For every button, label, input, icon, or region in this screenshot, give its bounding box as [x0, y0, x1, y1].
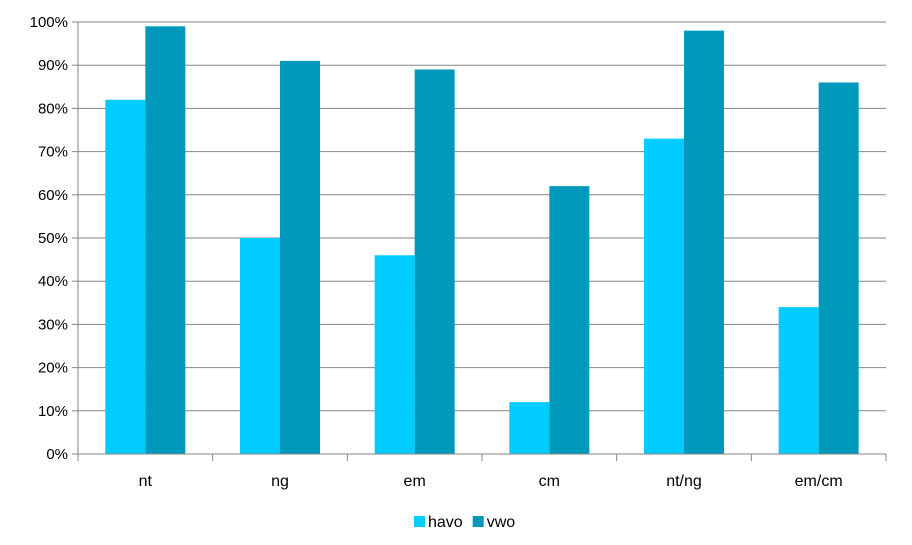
legend-swatch-havo — [414, 516, 425, 527]
bar-havo-nt-ng — [644, 138, 684, 454]
bar-havo-nt — [105, 99, 146, 454]
y-tick-label: 80% — [38, 100, 68, 117]
x-tick-label: nt/ng — [666, 473, 702, 490]
axes: 0% 10% 20% 30% 40% 50% 60% 70% 80% 90% 100% nt ng em c… — [30, 14, 887, 490]
bar-vwo-ng — [280, 60, 320, 454]
legend-label-vwo: vwo — [487, 514, 516, 531]
legend: havo vwo — [414, 514, 515, 531]
y-tick-label: 90% — [38, 57, 68, 74]
bar-havo-em — [374, 255, 415, 454]
y-tick-label: 100% — [30, 14, 68, 31]
x-tick-label: nt — [139, 473, 153, 490]
bar-vwo-cm — [549, 186, 590, 454]
legend-swatch-vwo — [472, 516, 484, 527]
x-tick-label: cm — [539, 473, 560, 490]
bar-vwo-em-cm — [818, 82, 859, 454]
y-tick-label: 40% — [38, 273, 68, 290]
y-tick-label: 70% — [38, 144, 68, 161]
gridlines — [78, 21, 886, 412]
y-tick-label: 60% — [38, 187, 68, 204]
y-tick-label: 10% — [38, 403, 68, 420]
y-tick-label: 20% — [38, 360, 68, 377]
x-tick-label: em — [404, 473, 426, 490]
bar-havo-ng — [240, 238, 280, 454]
bar-vwo-nt-ng — [684, 30, 724, 454]
x-tick-label: em/cm — [795, 473, 843, 490]
y-tick-label: 50% — [38, 230, 68, 247]
bars — [105, 26, 859, 455]
y-tick-label: 0% — [46, 446, 68, 463]
bar-havo-cm — [509, 402, 550, 454]
legend-label-havo: havo — [428, 514, 463, 531]
bar-vwo-em — [414, 69, 455, 455]
y-tick-label: 30% — [38, 316, 68, 333]
x-tick-label: ng — [271, 473, 289, 490]
bar-havo-em-cm — [778, 307, 819, 454]
bar-vwo-nt — [145, 26, 186, 454]
